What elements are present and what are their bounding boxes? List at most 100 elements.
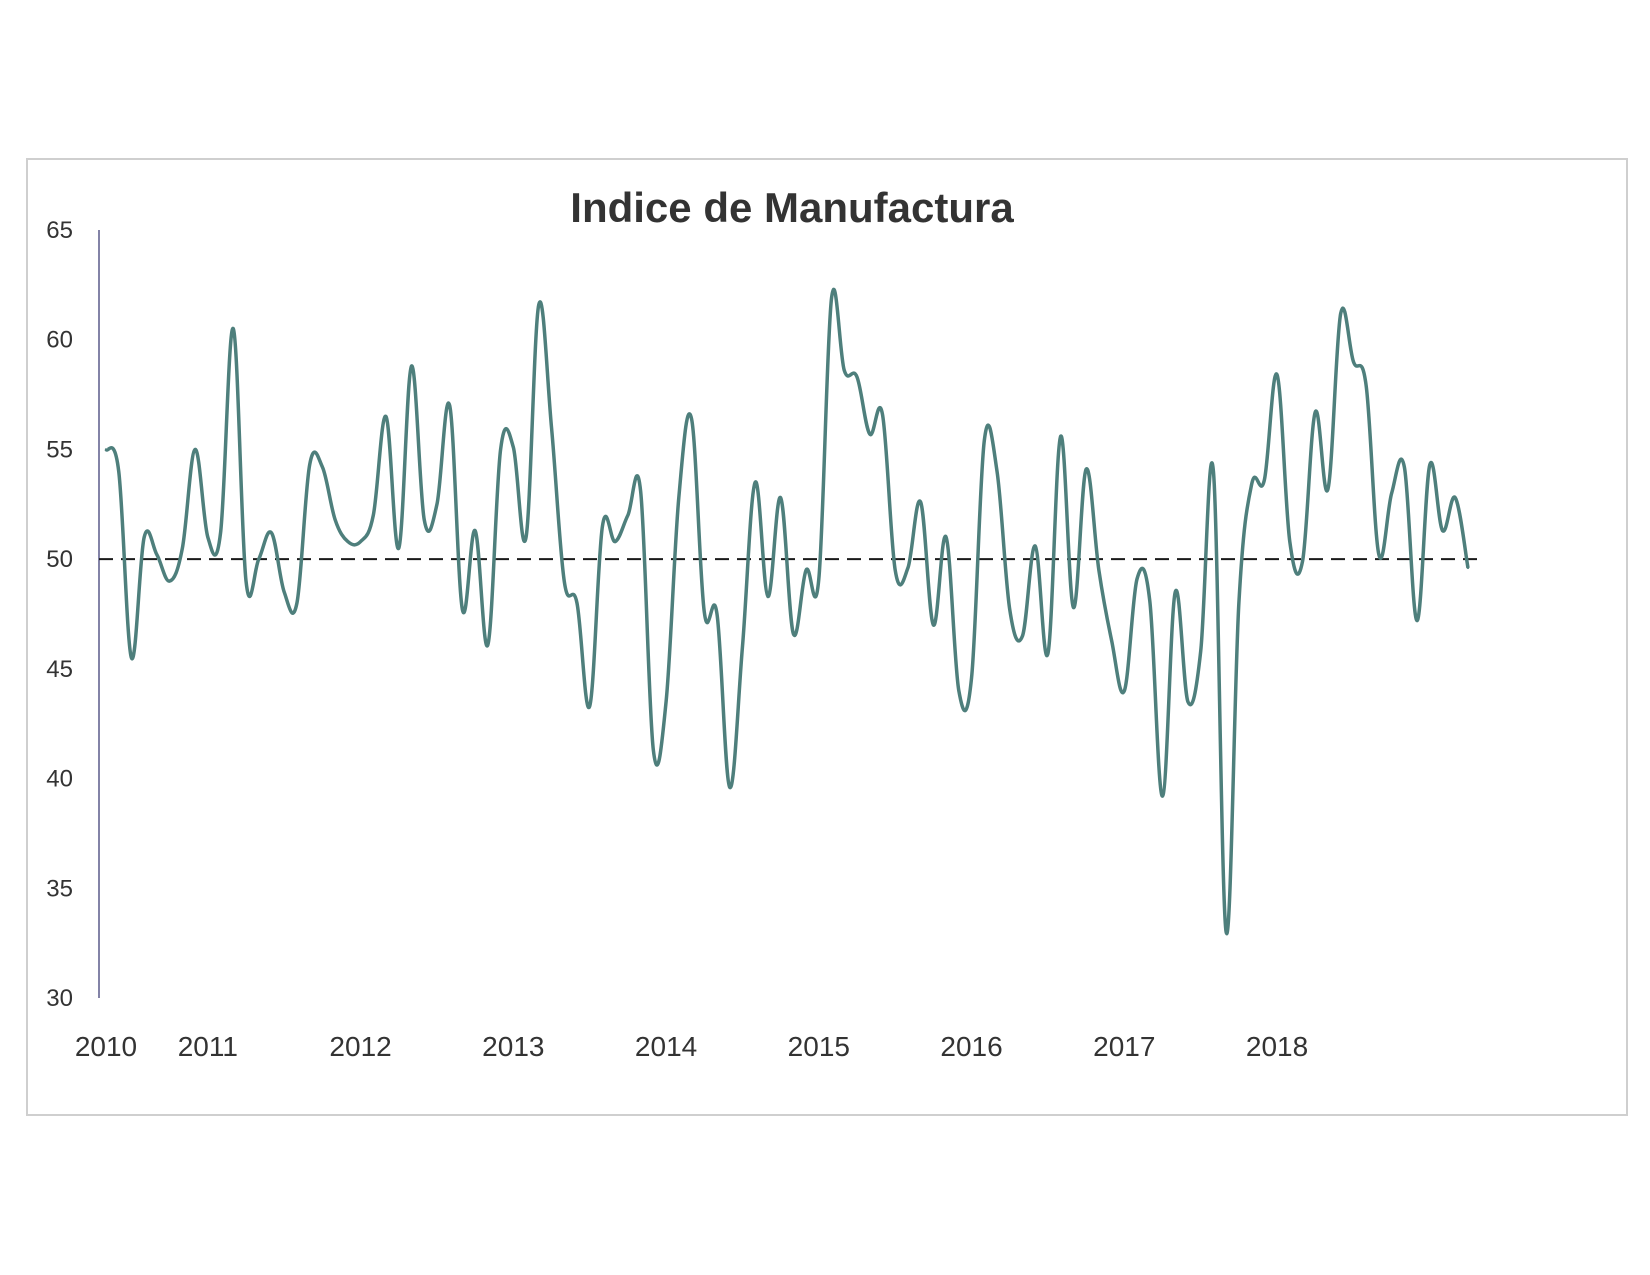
data-point (766, 595, 770, 598)
data-point (168, 579, 171, 583)
chart-frame: Indice de Manufactura 30 35 40 45 50 55 60 65 2… (26, 158, 1628, 1116)
data-point (1123, 689, 1126, 692)
data-point (741, 645, 744, 649)
y-tick-label: 65 (46, 217, 73, 244)
data-point (715, 612, 719, 616)
data-point (283, 590, 286, 594)
x-tick-label: 2013 (482, 1031, 544, 1062)
data-point (1263, 478, 1266, 482)
data-point (308, 463, 311, 466)
data-point (639, 489, 642, 493)
data-point (1428, 463, 1432, 466)
data-point (1072, 606, 1075, 609)
y-tick-label: 30 (46, 985, 73, 1012)
data-point (652, 748, 655, 752)
data-point (117, 470, 120, 473)
data-point (410, 364, 413, 368)
data-point (995, 470, 999, 473)
data-point (664, 700, 668, 703)
data-point (1403, 465, 1406, 469)
data-point (499, 448, 502, 451)
data-point (817, 577, 821, 581)
data-point (130, 656, 133, 660)
data-point (550, 426, 553, 429)
data-point (142, 536, 146, 539)
data-point (1174, 590, 1177, 594)
data-point (957, 689, 961, 692)
data-point (1250, 483, 1253, 486)
data-point (435, 503, 439, 506)
data-point (779, 496, 782, 499)
x-axis: 2010 2011 2012 2013 2014 2015 2016 2017 2018 (75, 1031, 1308, 1062)
data-point (830, 296, 833, 300)
data-point (792, 632, 795, 635)
data-point (932, 623, 935, 627)
data-point (601, 525, 604, 528)
data-point (1441, 529, 1444, 532)
data-point (461, 608, 464, 611)
data-point (919, 500, 922, 504)
data-point (1199, 650, 1202, 653)
data-point (944, 536, 948, 539)
line-chart: Indice de Manufactura 30 35 40 45 50 55 60 65 2… (46, 184, 1478, 1062)
data-point (524, 536, 528, 539)
data-point (1224, 930, 1228, 934)
data-point (1021, 634, 1024, 638)
data-point (703, 610, 706, 614)
data-point (1415, 619, 1419, 622)
data-point (193, 448, 197, 451)
data-point (1288, 540, 1291, 543)
data-point (423, 518, 426, 521)
y-tick-label: 40 (46, 766, 73, 793)
data-point (232, 327, 235, 330)
data-point (728, 786, 731, 789)
data-point (1390, 492, 1393, 495)
data-point (1275, 373, 1279, 377)
data-point (906, 566, 910, 570)
data-point (1364, 384, 1368, 387)
data-point (1110, 639, 1113, 642)
data-point (295, 601, 299, 605)
data-point (359, 540, 362, 543)
data-point (473, 529, 477, 532)
data-point (613, 540, 617, 543)
data-point (384, 415, 388, 418)
data-point (1212, 470, 1215, 473)
data-point (1008, 608, 1011, 611)
x-tick-label: 2012 (329, 1031, 391, 1062)
data-point (1059, 435, 1062, 438)
data-point (257, 557, 260, 561)
data-point (983, 439, 986, 442)
data-point (270, 531, 273, 535)
data-point (881, 413, 884, 416)
data-point (970, 676, 973, 679)
data-point (486, 643, 490, 646)
data-point (753, 481, 757, 484)
data-point (804, 568, 808, 572)
data-point (1466, 566, 1470, 570)
data-point (1352, 360, 1355, 363)
data-point (448, 404, 451, 407)
x-tick-label: 2016 (940, 1031, 1002, 1062)
data-point (626, 514, 630, 517)
data-point (1148, 599, 1151, 603)
y-tick-label: 35 (46, 875, 73, 902)
x-tick-label: 2010 (75, 1031, 137, 1062)
data-point (868, 432, 871, 436)
data-point (855, 375, 859, 379)
data-point (563, 579, 566, 583)
data-point (1339, 312, 1342, 315)
x-tick-label: 2017 (1093, 1031, 1155, 1062)
data-point (346, 540, 350, 543)
data-point (690, 417, 693, 420)
data-point (372, 514, 375, 517)
data-point (155, 553, 159, 556)
data-point (677, 496, 681, 499)
data-point (321, 465, 324, 469)
data-point (843, 369, 846, 372)
data-point (1097, 568, 1101, 572)
data-point (1237, 601, 1241, 605)
x-tick-label: 2014 (635, 1031, 697, 1062)
data-point (1454, 496, 1457, 499)
data-point (1314, 410, 1317, 414)
